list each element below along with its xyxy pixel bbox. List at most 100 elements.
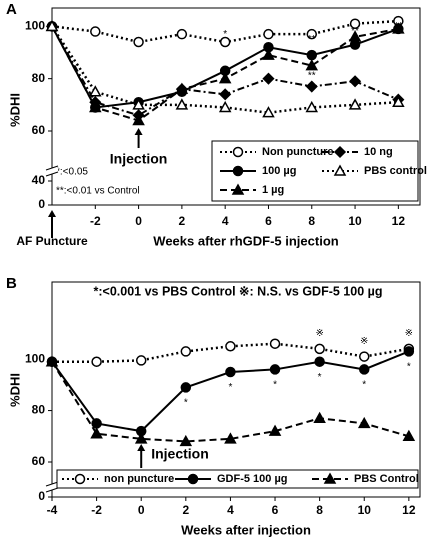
- marker: [306, 49, 318, 61]
- plot-frame: [51, 7, 421, 206]
- legend-marker: [232, 165, 244, 177]
- marker: [219, 88, 232, 101]
- y-tick-label: 100: [25, 18, 45, 32]
- marker: [305, 100, 319, 113]
- x-tick-label: 4: [222, 214, 229, 228]
- marker: [269, 364, 281, 375]
- marker: [91, 418, 102, 429]
- marker: [262, 72, 275, 85]
- legend-marker: [187, 473, 199, 485]
- marker: [313, 411, 326, 424]
- marker: [90, 26, 101, 37]
- y-tick-label: 60: [32, 454, 46, 468]
- axis-break: [45, 487, 59, 493]
- significance-mark: ※: [405, 328, 413, 339]
- legend-label: Non puncture: [262, 146, 334, 158]
- marker: [262, 48, 275, 60]
- marker: [175, 98, 189, 110]
- marker: [225, 366, 236, 378]
- x-axis-label: Weeks after rhGDF-5 injection: [153, 233, 338, 248]
- marker: [225, 341, 236, 352]
- legend-label: PBS control: [364, 165, 427, 177]
- x-tick-label: 8: [308, 214, 315, 228]
- y-tick-label: 40: [32, 173, 46, 187]
- significance-mark: ※: [315, 328, 323, 339]
- marker: [179, 434, 193, 447]
- y-tick-label: 100: [25, 351, 45, 365]
- panel-label: B: [6, 275, 17, 292]
- marker: [45, 355, 59, 367]
- significance-mark: **: [308, 71, 316, 82]
- y-tick-label: 80: [32, 71, 46, 85]
- marker: [45, 19, 59, 32]
- legend-marker: [323, 472, 337, 484]
- marker: [348, 98, 362, 110]
- marker: [180, 382, 192, 393]
- x-tick-label: -2: [91, 503, 102, 517]
- legend-marker: [74, 473, 86, 485]
- x-tick-label: 0: [135, 214, 142, 228]
- marker: [89, 96, 102, 109]
- x-tick-label: 10: [358, 503, 372, 517]
- marker: [90, 427, 103, 439]
- marker: [176, 28, 188, 40]
- annotation-arrow: [134, 128, 143, 135]
- marker: [314, 343, 325, 355]
- significance-mark: **: [394, 21, 402, 32]
- x-tick-label: 2: [182, 503, 189, 517]
- marker: [175, 83, 188, 96]
- marker: [180, 346, 192, 357]
- significance-mark: **: [351, 42, 359, 53]
- legend-marker: [231, 183, 245, 195]
- marker: [268, 424, 282, 436]
- significance-mark: **: [265, 52, 273, 63]
- note: *:<0.05: [56, 167, 88, 178]
- significance-mark: *: [407, 361, 411, 372]
- x-tick-label: -4: [47, 503, 58, 517]
- marker: [348, 75, 362, 88]
- marker: [219, 36, 231, 48]
- legend-label: 10 ng: [364, 146, 393, 158]
- marker: [89, 85, 102, 97]
- y-axis-label: %DHI: [7, 373, 22, 407]
- marker: [218, 72, 232, 84]
- legend-marker: [333, 145, 347, 159]
- y-axis-label: %DHI: [7, 93, 22, 127]
- significance-mark: **: [308, 34, 316, 45]
- axis-break: [45, 171, 59, 177]
- x-axis-label: Weeks after injection: [181, 522, 311, 537]
- x-tick-label: -2: [90, 214, 101, 228]
- marker: [262, 106, 275, 118]
- marker: [306, 28, 318, 40]
- marker: [402, 429, 416, 442]
- x-tick-label: 10: [348, 214, 362, 228]
- x-tick-label: 0: [138, 503, 145, 517]
- marker: [132, 109, 145, 122]
- y-tick-label: 80: [32, 403, 46, 417]
- x-tick-label: 12: [402, 503, 416, 517]
- marker: [392, 22, 405, 34]
- x-tick-label: 6: [272, 503, 279, 517]
- x-tick-label: 6: [265, 214, 272, 228]
- legend-label: non puncture: [104, 473, 174, 485]
- significance-mark: *: [318, 372, 322, 383]
- significance-mark: *: [228, 382, 232, 393]
- marker: [357, 416, 371, 429]
- legend-label: 1 µg: [262, 184, 284, 196]
- marker: [358, 364, 370, 375]
- marker: [134, 432, 148, 444]
- axis-break: [45, 165, 59, 171]
- significance-mark: ※: [360, 336, 368, 347]
- panel-label: A: [6, 1, 17, 18]
- marker: [269, 338, 281, 349]
- legend-label: PBS Control: [354, 473, 419, 485]
- marker: [224, 432, 237, 444]
- axis-break: [46, 168, 58, 174]
- significance-mark: *: [184, 397, 188, 408]
- marker: [305, 59, 319, 71]
- x-tick-label: 12: [392, 214, 406, 228]
- legend-marker: [333, 164, 347, 176]
- x-tick-label: 4: [227, 503, 234, 517]
- significance-mark: *: [362, 379, 366, 390]
